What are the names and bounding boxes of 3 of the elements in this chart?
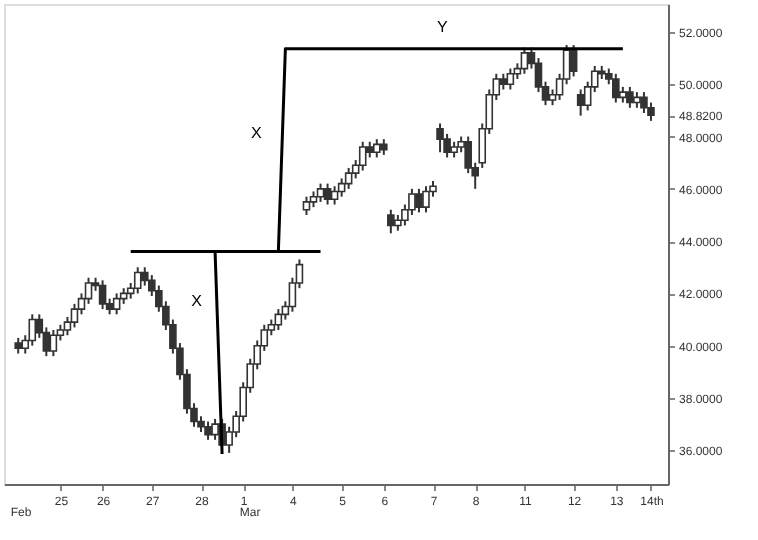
annotation: Y (436, 18, 449, 36)
annotation: X (250, 123, 263, 142)
annotation: X (191, 291, 204, 310)
